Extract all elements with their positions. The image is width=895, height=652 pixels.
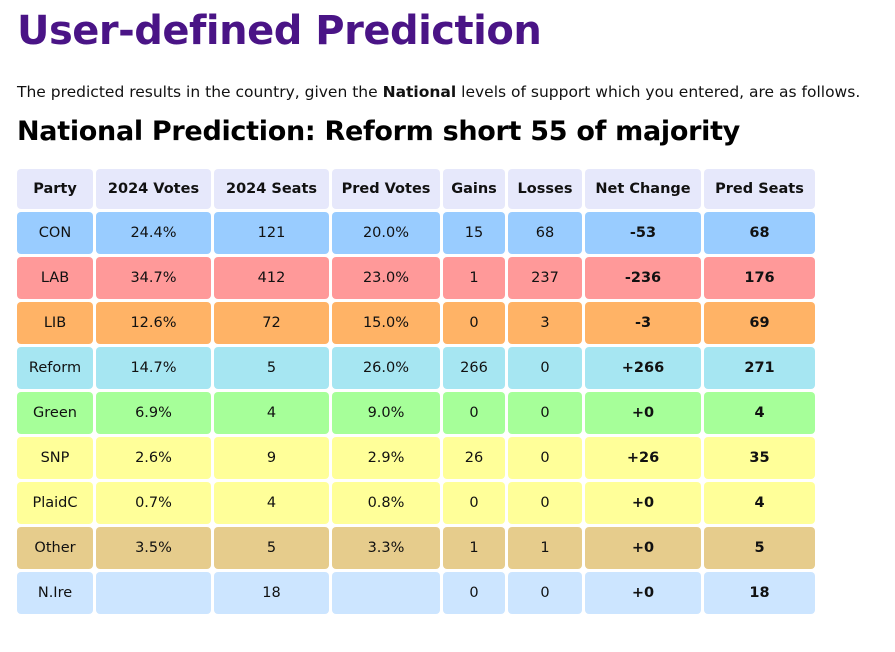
pred-votes-cell: 9.0% (332, 392, 440, 434)
pred-seats-cell: 18 (704, 572, 815, 614)
seats-2024-cell: 9 (214, 437, 329, 479)
pred-seats-cell: 69 (704, 302, 815, 344)
net-change-cell: -236 (585, 257, 701, 299)
losses-cell: 0 (508, 482, 582, 524)
losses-cell: 3 (508, 302, 582, 344)
party-cell: Green (17, 392, 93, 434)
gains-cell: 0 (443, 392, 505, 434)
net-change-cell: -3 (585, 302, 701, 344)
party-cell: LAB (17, 257, 93, 299)
seats-2024-cell: 72 (214, 302, 329, 344)
header-party: Party (17, 169, 93, 209)
party-cell: N.Ire (17, 572, 93, 614)
losses-cell: 0 (508, 437, 582, 479)
header-net-change: Net Change (585, 169, 701, 209)
losses-cell: 68 (508, 212, 582, 254)
table-header-row: Party 2024 Votes 2024 Seats Pred Votes G… (17, 169, 815, 209)
votes-2024-cell: 24.4% (96, 212, 211, 254)
gains-cell: 0 (443, 482, 505, 524)
party-cell: SNP (17, 437, 93, 479)
losses-cell: 1 (508, 527, 582, 569)
pred-seats-cell: 271 (704, 347, 815, 389)
pred-votes-cell: 15.0% (332, 302, 440, 344)
header-pred-seats: Pred Seats (704, 169, 815, 209)
losses-cell: 237 (508, 257, 582, 299)
party-cell: CON (17, 212, 93, 254)
pred-seats-cell: 176 (704, 257, 815, 299)
pred-seats-cell: 68 (704, 212, 815, 254)
intro-after: levels of support which you entered, are… (456, 83, 861, 101)
table-row: CON 24.4% 121 20.0% 15 68 -53 68 (17, 212, 815, 254)
seats-2024-cell: 5 (214, 527, 329, 569)
table-row: N.Ire 18 0 0 +0 18 (17, 572, 815, 614)
seats-2024-cell: 121 (214, 212, 329, 254)
gains-cell: 1 (443, 257, 505, 299)
votes-2024-cell: 2.6% (96, 437, 211, 479)
table-row: Reform 14.7% 5 26.0% 266 0 +266 271 (17, 347, 815, 389)
header-2024-seats: 2024 Seats (214, 169, 329, 209)
pred-seats-cell: 5 (704, 527, 815, 569)
seats-2024-cell: 4 (214, 392, 329, 434)
intro-before: The predicted results in the country, gi… (17, 83, 383, 101)
net-change-cell: +0 (585, 482, 701, 524)
table-row: Green 6.9% 4 9.0% 0 0 +0 4 (17, 392, 815, 434)
votes-2024-cell: 14.7% (96, 347, 211, 389)
intro-text: The predicted results in the country, gi… (17, 82, 895, 102)
prediction-heading: National Prediction: Reform short 55 of … (17, 116, 740, 147)
votes-2024-cell: 3.5% (96, 527, 211, 569)
pred-seats-cell: 4 (704, 392, 815, 434)
pred-seats-cell: 35 (704, 437, 815, 479)
votes-2024-cell (96, 572, 211, 614)
table-row: Other 3.5% 5 3.3% 1 1 +0 5 (17, 527, 815, 569)
pred-votes-cell: 2.9% (332, 437, 440, 479)
intro-bold: National (382, 83, 457, 101)
header-losses: Losses (508, 169, 582, 209)
votes-2024-cell: 0.7% (96, 482, 211, 524)
table-row: PlaidC 0.7% 4 0.8% 0 0 +0 4 (17, 482, 815, 524)
page-title: User-defined Prediction (17, 8, 542, 54)
votes-2024-cell: 12.6% (96, 302, 211, 344)
votes-2024-cell: 6.9% (96, 392, 211, 434)
seats-2024-cell: 5 (214, 347, 329, 389)
net-change-cell: +26 (585, 437, 701, 479)
votes-2024-cell: 34.7% (96, 257, 211, 299)
net-change-cell: +266 (585, 347, 701, 389)
gains-cell: 266 (443, 347, 505, 389)
seats-2024-cell: 18 (214, 572, 329, 614)
header-2024-votes: 2024 Votes (96, 169, 211, 209)
pred-votes-cell: 23.0% (332, 257, 440, 299)
pred-votes-cell: 3.3% (332, 527, 440, 569)
pred-votes-cell: 20.0% (332, 212, 440, 254)
gains-cell: 0 (443, 572, 505, 614)
party-cell: PlaidC (17, 482, 93, 524)
prediction-table: Party 2024 Votes 2024 Seats Pred Votes G… (14, 166, 818, 617)
gains-cell: 15 (443, 212, 505, 254)
gains-cell: 0 (443, 302, 505, 344)
party-cell: Other (17, 527, 93, 569)
page: User-defined Prediction The predicted re… (14, 8, 895, 617)
losses-cell: 0 (508, 572, 582, 614)
net-change-cell: +0 (585, 572, 701, 614)
pred-votes-cell (332, 572, 440, 614)
header-gains: Gains (443, 169, 505, 209)
header-pred-votes: Pred Votes (332, 169, 440, 209)
seats-2024-cell: 4 (214, 482, 329, 524)
pred-votes-cell: 0.8% (332, 482, 440, 524)
pred-seats-cell: 4 (704, 482, 815, 524)
losses-cell: 0 (508, 347, 582, 389)
net-change-cell: -53 (585, 212, 701, 254)
gains-cell: 1 (443, 527, 505, 569)
party-cell: Reform (17, 347, 93, 389)
table-row: SNP 2.6% 9 2.9% 26 0 +26 35 (17, 437, 815, 479)
gains-cell: 26 (443, 437, 505, 479)
seats-2024-cell: 412 (214, 257, 329, 299)
pred-votes-cell: 26.0% (332, 347, 440, 389)
losses-cell: 0 (508, 392, 582, 434)
table-row: LIB 12.6% 72 15.0% 0 3 -3 69 (17, 302, 815, 344)
net-change-cell: +0 (585, 392, 701, 434)
net-change-cell: +0 (585, 527, 701, 569)
table-row: LAB 34.7% 412 23.0% 1 237 -236 176 (17, 257, 815, 299)
party-cell: LIB (17, 302, 93, 344)
